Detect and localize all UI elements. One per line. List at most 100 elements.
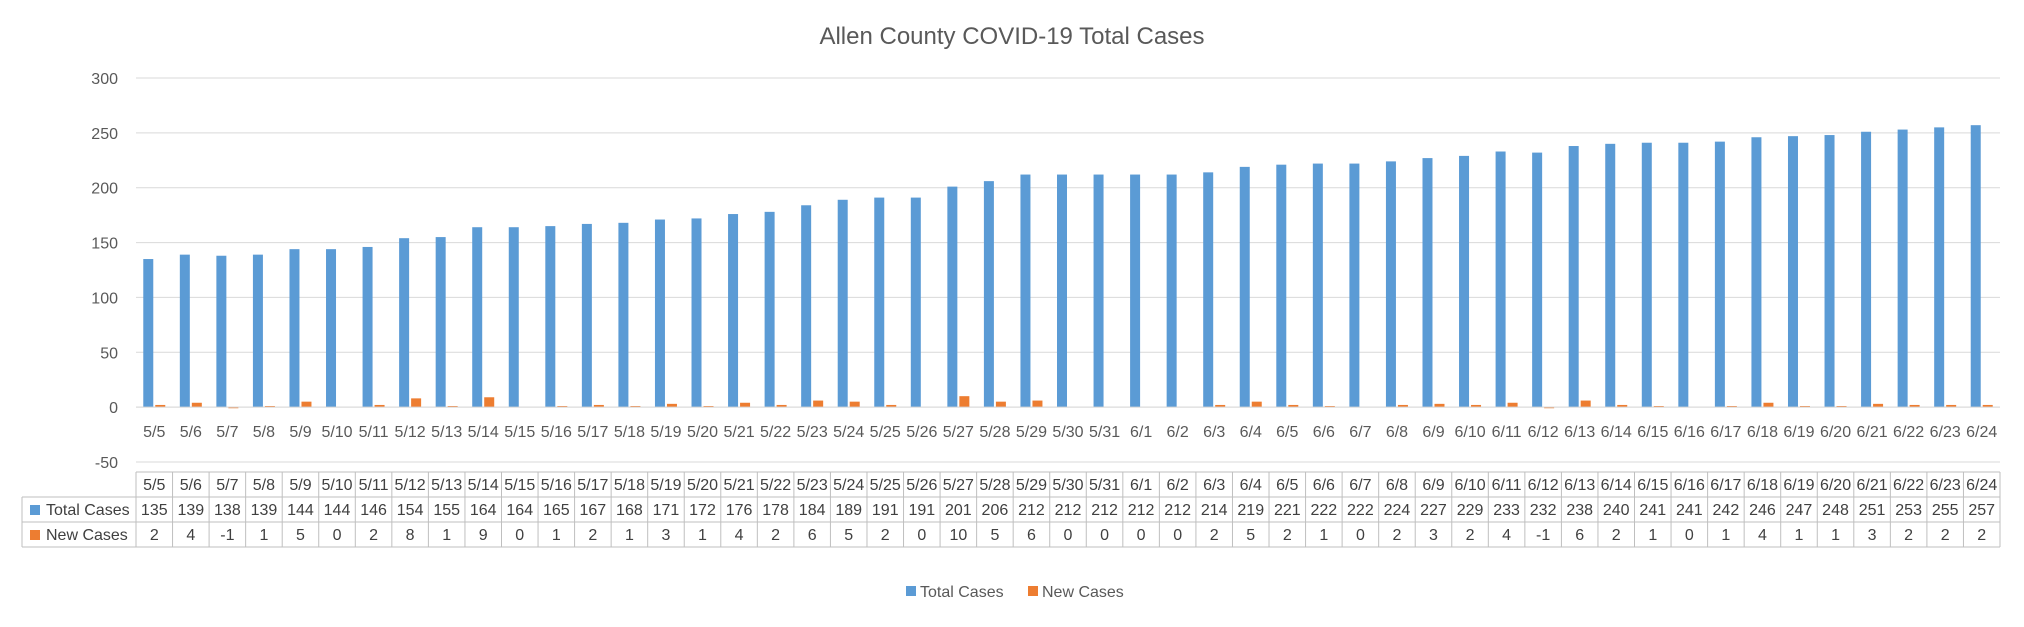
table-header-cell: 5/21 bbox=[723, 477, 754, 494]
x-tick-label: 5/8 bbox=[253, 424, 275, 441]
bar-new-cases bbox=[374, 404, 385, 408]
legend-entry: Total Cases bbox=[920, 584, 1004, 601]
bar-new-cases bbox=[411, 398, 422, 408]
table-header-cell: 5/18 bbox=[614, 477, 645, 494]
table-header-cell: 5/27 bbox=[943, 477, 974, 494]
table-value-cell: 0 bbox=[1137, 527, 1146, 544]
bar-new-cases bbox=[1982, 404, 1993, 408]
table-value-cell: 8 bbox=[406, 527, 415, 544]
bar-new-cases bbox=[1653, 406, 1664, 408]
bar-total-cases bbox=[143, 259, 154, 408]
table-value-cell: 248 bbox=[1822, 502, 1849, 519]
table-value-cell: 6 bbox=[808, 527, 817, 544]
table-value-cell: -1 bbox=[220, 527, 234, 544]
bar-total-cases bbox=[874, 197, 885, 408]
x-tick-label: 5/5 bbox=[143, 424, 165, 441]
table-header-cell: 6/6 bbox=[1313, 477, 1335, 494]
table-value-cell: 5 bbox=[296, 527, 305, 544]
x-tick-label: 5/12 bbox=[395, 424, 426, 441]
table-value-cell: 2 bbox=[369, 527, 378, 544]
table-header-cell: 5/31 bbox=[1089, 477, 1120, 494]
x-tick-label: 5/24 bbox=[833, 424, 864, 441]
table-header-cell: 6/3 bbox=[1203, 477, 1225, 494]
table-header-cell: 6/20 bbox=[1820, 477, 1851, 494]
y-tick-label: 150 bbox=[91, 236, 118, 253]
table-value-cell: 168 bbox=[616, 502, 643, 519]
table-value-cell: 1 bbox=[625, 527, 634, 544]
table-value-cell: 2 bbox=[881, 527, 890, 544]
table-value-cell: 240 bbox=[1603, 502, 1630, 519]
bar-total-cases bbox=[1239, 166, 1250, 408]
bar-total-cases bbox=[618, 222, 629, 408]
x-tick-label: 5/10 bbox=[321, 424, 352, 441]
bar-new-cases bbox=[703, 406, 714, 408]
x-tick-label: 5/17 bbox=[577, 424, 608, 441]
x-tick-label: 6/12 bbox=[1528, 424, 1559, 441]
bar-total-cases bbox=[654, 219, 665, 408]
table-value-cell: 224 bbox=[1384, 502, 1411, 519]
table-value-cell: 222 bbox=[1310, 502, 1337, 519]
legend-key-swatch bbox=[30, 505, 40, 515]
x-tick-label: 6/19 bbox=[1783, 424, 1814, 441]
bar-total-cases bbox=[983, 181, 994, 408]
x-tick-label: 6/15 bbox=[1637, 424, 1668, 441]
table-value-cell: 2 bbox=[1392, 527, 1401, 544]
bar-total-cases bbox=[362, 246, 373, 408]
table-value-cell: 2 bbox=[1210, 527, 1219, 544]
table-header-cell: 5/25 bbox=[870, 477, 901, 494]
table-value-cell: 227 bbox=[1420, 502, 1447, 519]
table-value-cell: 0 bbox=[1356, 527, 1365, 544]
table-header-cell: 6/4 bbox=[1240, 477, 1262, 494]
x-tick-label: 6/13 bbox=[1564, 424, 1595, 441]
table-header-cell: 5/28 bbox=[979, 477, 1010, 494]
table-value-cell: 2 bbox=[1977, 527, 1986, 544]
table-value-cell: 1 bbox=[698, 527, 707, 544]
table-value-cell: 233 bbox=[1493, 502, 1520, 519]
table-value-cell: 206 bbox=[982, 502, 1009, 519]
bar-new-cases bbox=[1909, 404, 1920, 408]
bar-new-cases bbox=[557, 406, 568, 408]
x-tick-label: 6/3 bbox=[1203, 424, 1225, 441]
table-header-cell: 6/24 bbox=[1966, 477, 1997, 494]
table-header-cell: 5/23 bbox=[797, 477, 828, 494]
table-header-cell: 6/15 bbox=[1637, 477, 1668, 494]
table-value-cell: -1 bbox=[1536, 527, 1550, 544]
bar-total-cases bbox=[581, 223, 592, 408]
chart-title: Allen County COVID-19 Total Cases bbox=[819, 23, 1204, 50]
table-value-cell: 5 bbox=[1246, 527, 1255, 544]
x-tick-label: 5/16 bbox=[541, 424, 572, 441]
x-tick-label: 6/22 bbox=[1893, 424, 1924, 441]
table-value-cell: 1 bbox=[1831, 527, 1840, 544]
x-tick-label: 5/22 bbox=[760, 424, 791, 441]
table-value-cell: 212 bbox=[1164, 502, 1191, 519]
table-value-cell: 5 bbox=[844, 527, 853, 544]
table-value-cell: 253 bbox=[1895, 502, 1922, 519]
bar-total-cases bbox=[508, 227, 519, 408]
table-value-cell: 212 bbox=[1018, 502, 1045, 519]
bar-new-cases bbox=[1215, 404, 1226, 408]
y-tick-label: 250 bbox=[91, 126, 118, 143]
x-tick-label: 6/18 bbox=[1747, 424, 1778, 441]
table-value-cell: 0 bbox=[333, 527, 342, 544]
bar-total-cases bbox=[801, 205, 812, 408]
table-value-cell: 0 bbox=[917, 527, 926, 544]
table-header-cell: 5/30 bbox=[1052, 477, 1083, 494]
table-value-cell: 221 bbox=[1274, 502, 1301, 519]
legend-key-swatch bbox=[30, 530, 40, 540]
table-value-cell: 222 bbox=[1347, 502, 1374, 519]
bar-total-cases bbox=[326, 249, 337, 408]
x-tick-label: 5/26 bbox=[906, 424, 937, 441]
table-header-cell: 6/19 bbox=[1783, 477, 1814, 494]
table-value-cell: 232 bbox=[1530, 502, 1557, 519]
legend-swatch bbox=[1028, 586, 1038, 596]
bar-total-cases bbox=[1824, 135, 1835, 408]
bar-new-cases bbox=[228, 407, 239, 409]
bar-new-cases bbox=[264, 406, 275, 408]
table-value-cell: 229 bbox=[1457, 502, 1484, 519]
table-header-cell: 6/17 bbox=[1710, 477, 1741, 494]
table-value-cell: 2 bbox=[1283, 527, 1292, 544]
x-tick-label: 6/2 bbox=[1167, 424, 1189, 441]
legend: Total Cases New Cases bbox=[906, 584, 1124, 601]
table-value-cell: 146 bbox=[360, 502, 387, 519]
table-value-cell: 1 bbox=[1721, 527, 1730, 544]
